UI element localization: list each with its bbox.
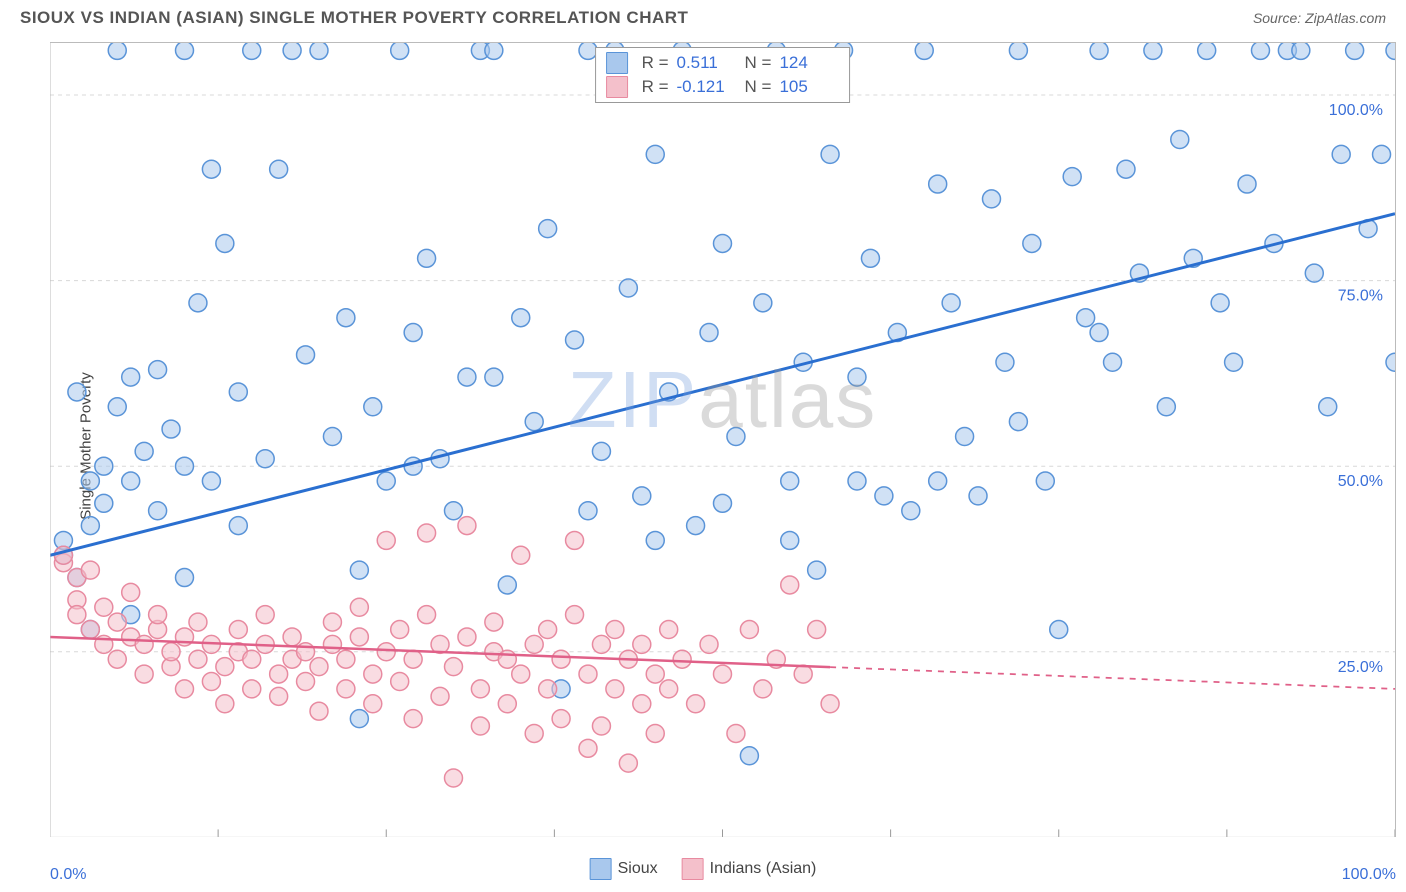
n-label: N = xyxy=(745,53,772,73)
svg-text:50.0%: 50.0% xyxy=(1338,473,1383,490)
n-label: N = xyxy=(745,77,772,97)
r-value: -0.121 xyxy=(677,77,737,97)
chart-area: 25.0% 50.0% 75.0% 100.0% R = 0.511 N = 124 R =-… xyxy=(50,42,1396,837)
correlation-row: R = -0.121 N = 105 xyxy=(606,75,840,99)
r-label: R = xyxy=(642,77,669,97)
correlation-legend: R = 0.511 N = 124 R = -0.121 N = 105 xyxy=(595,47,851,103)
legend-swatch xyxy=(606,52,628,74)
x-tick-label: 100.0% xyxy=(1342,866,1396,884)
chart-title: SIOUX VS INDIAN (ASIAN) SINGLE MOTHER PO… xyxy=(20,8,688,28)
legend-item: Indians (Asian) xyxy=(682,858,817,880)
svg-text:75.0%: 75.0% xyxy=(1338,288,1383,305)
svg-text:100.0%: 100.0% xyxy=(1329,102,1383,119)
n-value: 124 xyxy=(779,53,839,73)
svg-text:25.0%: 25.0% xyxy=(1338,659,1383,676)
scatter-plot: 25.0% 50.0% 75.0% 100.0% xyxy=(50,43,1395,837)
r-value: 0.511 xyxy=(677,53,737,73)
legend-label: Sioux xyxy=(618,860,658,877)
legend-item: Sioux xyxy=(590,858,658,880)
r-label: R = xyxy=(642,53,669,73)
legend-swatch xyxy=(606,76,628,98)
series-legend: Sioux Indians (Asian) xyxy=(590,858,817,880)
legend-swatch xyxy=(682,858,704,880)
correlation-row: R = 0.511 N = 124 xyxy=(606,51,840,75)
n-value: 105 xyxy=(779,77,839,97)
x-tick-label: 0.0% xyxy=(50,866,86,884)
legend-label: Indians (Asian) xyxy=(710,860,817,877)
legend-swatch xyxy=(590,858,612,880)
source-label: Source: ZipAtlas.com xyxy=(1253,10,1386,26)
